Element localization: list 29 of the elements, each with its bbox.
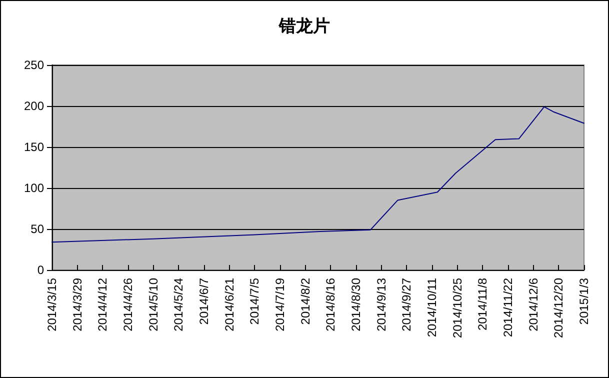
x-tick-label: 2014/9/27 [400,278,414,332]
x-tick-label: 2014/7/5 [248,278,262,325]
x-tick-label: 2014/9/13 [374,278,388,332]
y-tick-label: 100 [24,181,44,195]
x-tick-label: 2014/10/25 [450,278,464,338]
x-tick-label: 2014/5/24 [172,278,186,332]
x-tick-label: 2014/11/22 [501,278,515,338]
x-tick-label: 2014/3/15 [45,278,59,332]
x-tick-label: 2015/1/3 [577,278,591,325]
x-tick-label: 2014/5/10 [146,278,160,332]
x-tick-label: 2014/3/29 [70,278,84,332]
x-tick-label: 2014/12/20 [552,278,566,338]
x-tick-label: 2014/6/7 [197,278,211,325]
y-tick-label: 150 [24,140,44,154]
x-tick-label: 2014/10/11 [425,278,439,338]
x-tick-label: 2014/4/26 [121,278,135,332]
y-tick-label: 250 [24,58,44,72]
x-tick-label: 2014/4/12 [96,278,110,332]
y-tick-label: 0 [37,263,44,277]
x-tick-label: 2014/6/21 [222,278,236,332]
x-tick-label: 2014/12/6 [526,278,540,332]
chart-title: 错龙片 [278,16,330,36]
x-tick-label: 2014/11/8 [476,278,490,330]
y-tick-label: 50 [30,222,44,236]
x-tick-label: 2014/7/19 [273,278,287,332]
x-tick-label: 2014/8/30 [349,278,363,332]
y-tick-label: 200 [24,99,44,113]
x-tick-label: 2014/8/2 [298,278,312,325]
x-tick-label: 2014/8/16 [324,278,338,332]
